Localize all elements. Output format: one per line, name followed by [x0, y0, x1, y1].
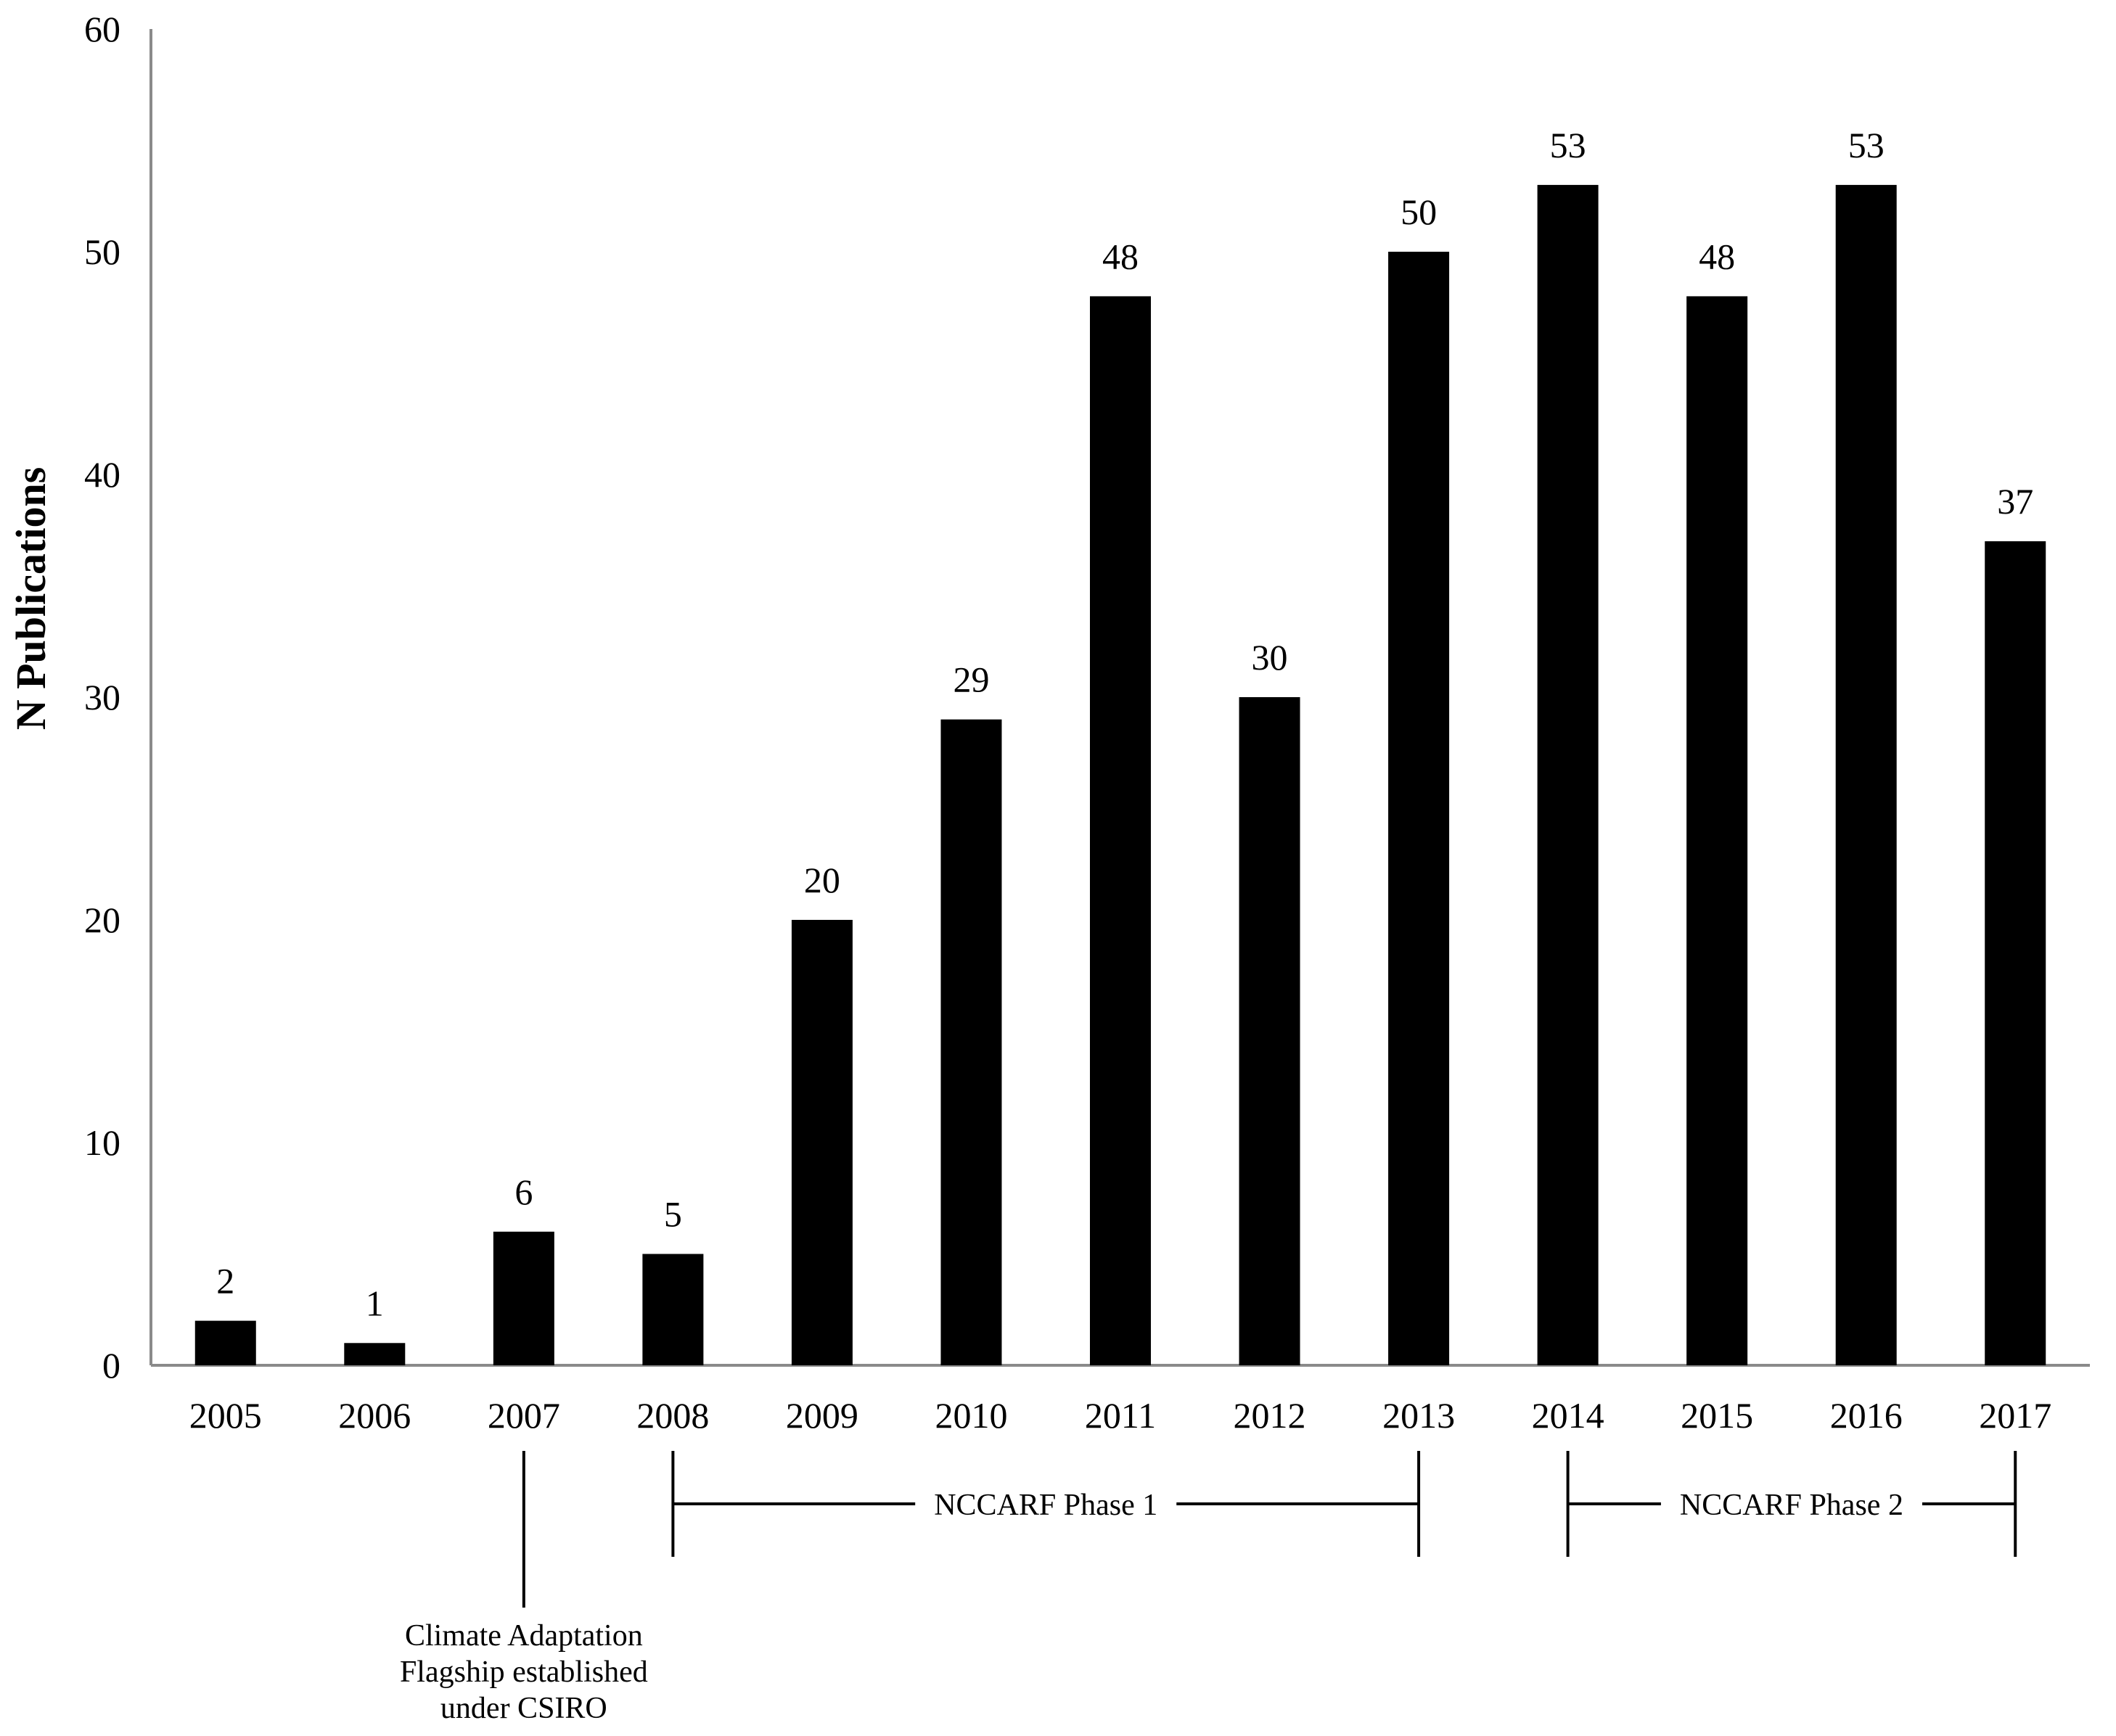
data-label: 30	[1252, 637, 1288, 678]
y-tick-label: 40	[84, 454, 120, 495]
x-tick-label: 2015	[1681, 1395, 1753, 1436]
y-tick-label: 50	[84, 231, 120, 272]
x-tick-label: 2005	[189, 1395, 262, 1436]
bar	[1686, 296, 1748, 1365]
data-label: 2	[216, 1261, 234, 1301]
x-tick-label: 2013	[1382, 1395, 1455, 1436]
bar	[1239, 697, 1300, 1365]
data-label: 5	[664, 1194, 682, 1235]
y-axis-label-group: N Publications	[7, 467, 54, 731]
y-tick-label: 10	[84, 1122, 120, 1163]
bar	[194, 1320, 256, 1365]
y-tick-label: 0	[102, 1345, 120, 1386]
bars	[194, 184, 2046, 1365]
bar	[940, 719, 1002, 1365]
x-tick-label: 2007	[488, 1395, 560, 1436]
data-label: 53	[1848, 125, 1885, 165]
phase-label: NCCARF Phase 2	[1680, 1489, 1903, 1522]
y-ticks: 0 10 20 30 40 50 60	[84, 9, 120, 1386]
bar	[1985, 541, 2046, 1365]
bar	[1090, 296, 1151, 1365]
bar	[344, 1343, 406, 1365]
x-tick-label: 2017	[1979, 1395, 2051, 1436]
phase-label: NCCARF Phase 1	[934, 1489, 1157, 1522]
value-labels: 2 1 6 5 20 29 48 30 50 53 48 53 37	[216, 125, 2033, 1323]
data-label: 6	[514, 1172, 533, 1212]
bar	[493, 1231, 554, 1365]
x-tick-label: 2006	[338, 1395, 411, 1436]
data-label: 29	[953, 659, 989, 700]
y-tick-label: 20	[84, 900, 120, 940]
milestone-label: under CSIRO	[440, 1692, 607, 1725]
milestone-label: Flagship established	[400, 1655, 648, 1689]
bar	[1537, 184, 1599, 1365]
x-tick-label: 2011	[1085, 1395, 1156, 1436]
y-tick-label: 60	[84, 9, 120, 49]
x-ticks: 2005 2006 2007 2008 2009 2010 2011 2012 2013 2014…	[189, 1395, 2051, 1436]
bar	[791, 920, 853, 1365]
bar	[1835, 184, 1897, 1365]
x-tick-label: 2009	[786, 1395, 858, 1436]
y-axis-label: N Publications	[7, 467, 54, 731]
y-tick-label: 30	[84, 677, 120, 717]
data-label: 1	[366, 1283, 384, 1323]
x-tick-label: 2010	[935, 1395, 1007, 1436]
data-label: 48	[1102, 236, 1139, 276]
milestone-label: Climate Adaptation	[405, 1619, 643, 1653]
data-label: 20	[804, 860, 840, 900]
bar	[642, 1254, 704, 1365]
data-label: 48	[1699, 236, 1735, 276]
x-tick-label: 2008	[636, 1395, 709, 1436]
bar	[1388, 252, 1450, 1365]
data-label: 37	[1997, 481, 2033, 522]
x-tick-label: 2012	[1234, 1395, 1306, 1436]
x-tick-label: 2016	[1830, 1395, 1903, 1436]
data-label: 53	[1550, 125, 1586, 165]
x-tick-label: 2014	[1532, 1395, 1604, 1436]
data-label: 50	[1401, 192, 1437, 232]
